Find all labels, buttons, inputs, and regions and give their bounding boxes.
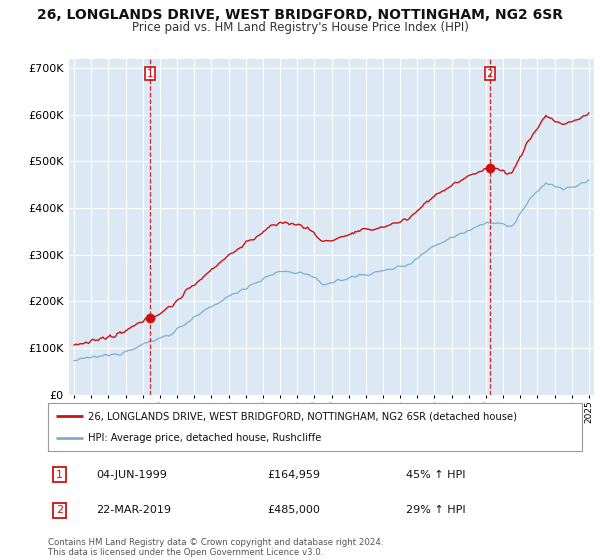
Text: Contains HM Land Registry data © Crown copyright and database right 2024.
This d: Contains HM Land Registry data © Crown c… xyxy=(48,538,383,557)
Text: 1: 1 xyxy=(147,69,154,79)
Text: 22-MAR-2019: 22-MAR-2019 xyxy=(96,505,171,515)
Text: 29% ↑ HPI: 29% ↑ HPI xyxy=(406,505,466,515)
Text: 45% ↑ HPI: 45% ↑ HPI xyxy=(406,470,465,479)
Text: 1: 1 xyxy=(56,470,63,479)
Text: 04-JUN-1999: 04-JUN-1999 xyxy=(96,470,167,479)
Text: Price paid vs. HM Land Registry's House Price Index (HPI): Price paid vs. HM Land Registry's House … xyxy=(131,21,469,34)
Text: 2: 2 xyxy=(487,69,493,79)
Text: £164,959: £164,959 xyxy=(267,470,320,479)
Text: HPI: Average price, detached house, Rushcliffe: HPI: Average price, detached house, Rush… xyxy=(88,433,322,443)
Text: 2: 2 xyxy=(56,505,64,515)
Text: 26, LONGLANDS DRIVE, WEST BRIDGFORD, NOTTINGHAM, NG2 6SR (detached house): 26, LONGLANDS DRIVE, WEST BRIDGFORD, NOT… xyxy=(88,412,517,422)
Text: £485,000: £485,000 xyxy=(267,505,320,515)
Text: 26, LONGLANDS DRIVE, WEST BRIDGFORD, NOTTINGHAM, NG2 6SR: 26, LONGLANDS DRIVE, WEST BRIDGFORD, NOT… xyxy=(37,8,563,22)
